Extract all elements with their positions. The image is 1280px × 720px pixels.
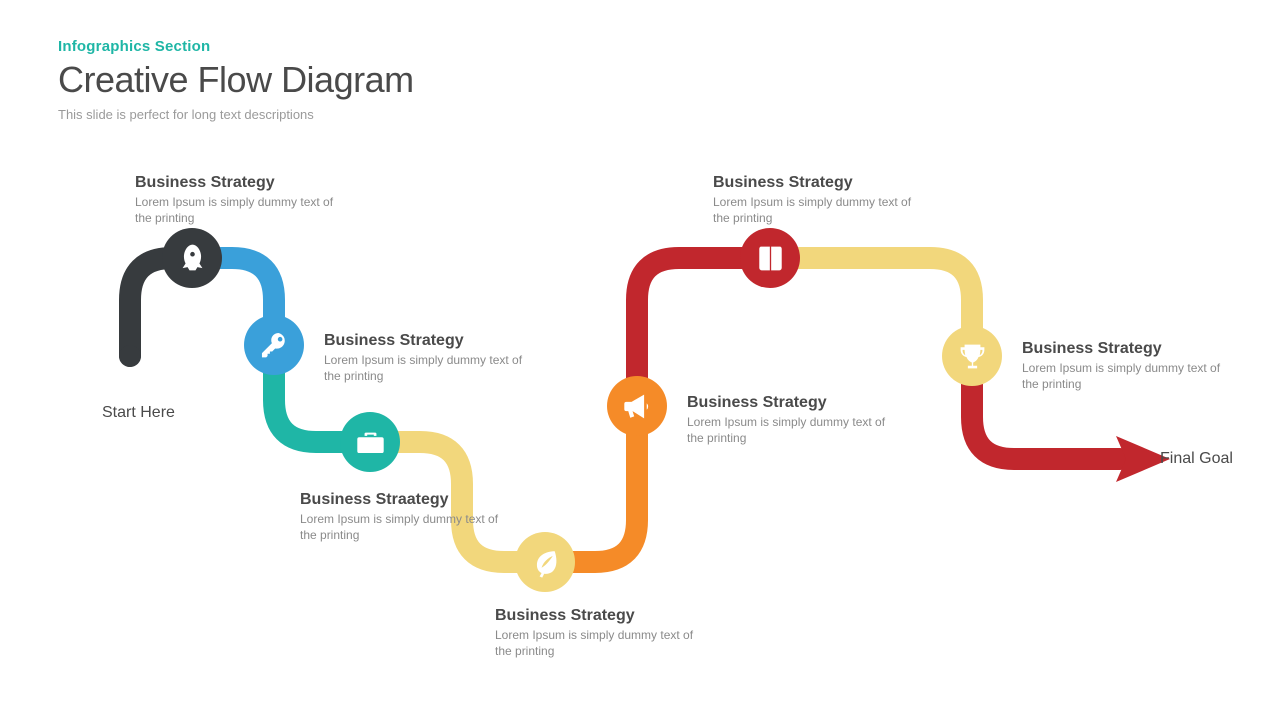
key-icon — [258, 329, 291, 362]
megaphone-icon — [621, 390, 654, 423]
node-key — [244, 315, 304, 375]
leaf-icon — [529, 546, 562, 579]
node-book — [740, 228, 800, 288]
node-title: Business Strategy — [1022, 340, 1222, 358]
node-title: Business Strategy — [135, 174, 335, 192]
node-label-megaphone: Business Strategy Lorem Ipsum is simply d… — [687, 394, 887, 446]
node-trophy — [942, 326, 1002, 386]
node-desc: Lorem Ipsum is simply dummy text of the … — [324, 352, 524, 384]
rocket-icon — [176, 242, 209, 275]
node-title: Business Straategy — [300, 491, 500, 509]
node-desc: Lorem Ipsum is simply dummy text of the … — [713, 194, 913, 226]
node-label-leaf: Business Strategy Lorem Ipsum is simply d… — [495, 607, 695, 659]
node-label-trophy: Business Strategy Lorem Ipsum is simply d… — [1022, 340, 1222, 392]
node-leaf — [515, 532, 575, 592]
node-title: Business Strategy — [324, 332, 524, 350]
node-desc: Lorem Ipsum is simply dummy text of the … — [495, 627, 695, 659]
node-megaphone — [607, 376, 667, 436]
node-label-book: Business Strategy Lorem Ipsum is simply d… — [713, 174, 913, 226]
node-title: Business Strategy — [687, 394, 887, 412]
end-label: Final Goal — [1160, 450, 1233, 468]
node-label-briefcase: Business Straategy Lorem Ipsum is simply … — [300, 491, 500, 543]
flow-segment — [770, 258, 972, 356]
book-icon — [754, 242, 787, 275]
node-desc: Lorem Ipsum is simply dummy text of the … — [1022, 360, 1222, 392]
start-label: Start Here — [102, 404, 175, 422]
node-desc: Lorem Ipsum is simply dummy text of the … — [135, 194, 335, 226]
node-desc: Lorem Ipsum is simply dummy text of the … — [300, 511, 500, 543]
trophy-icon — [956, 340, 989, 373]
node-label-rocket: Business Strategy Lorem Ipsum is simply d… — [135, 174, 335, 226]
briefcase-icon — [354, 426, 387, 459]
node-desc: Lorem Ipsum is simply dummy text of the … — [687, 414, 887, 446]
node-title: Business Strategy — [495, 607, 695, 625]
node-title: Business Strategy — [713, 174, 913, 192]
node-rocket — [162, 228, 222, 288]
node-briefcase — [340, 412, 400, 472]
node-label-key: Business Strategy Lorem Ipsum is simply d… — [324, 332, 524, 384]
start-dot — [119, 345, 141, 367]
